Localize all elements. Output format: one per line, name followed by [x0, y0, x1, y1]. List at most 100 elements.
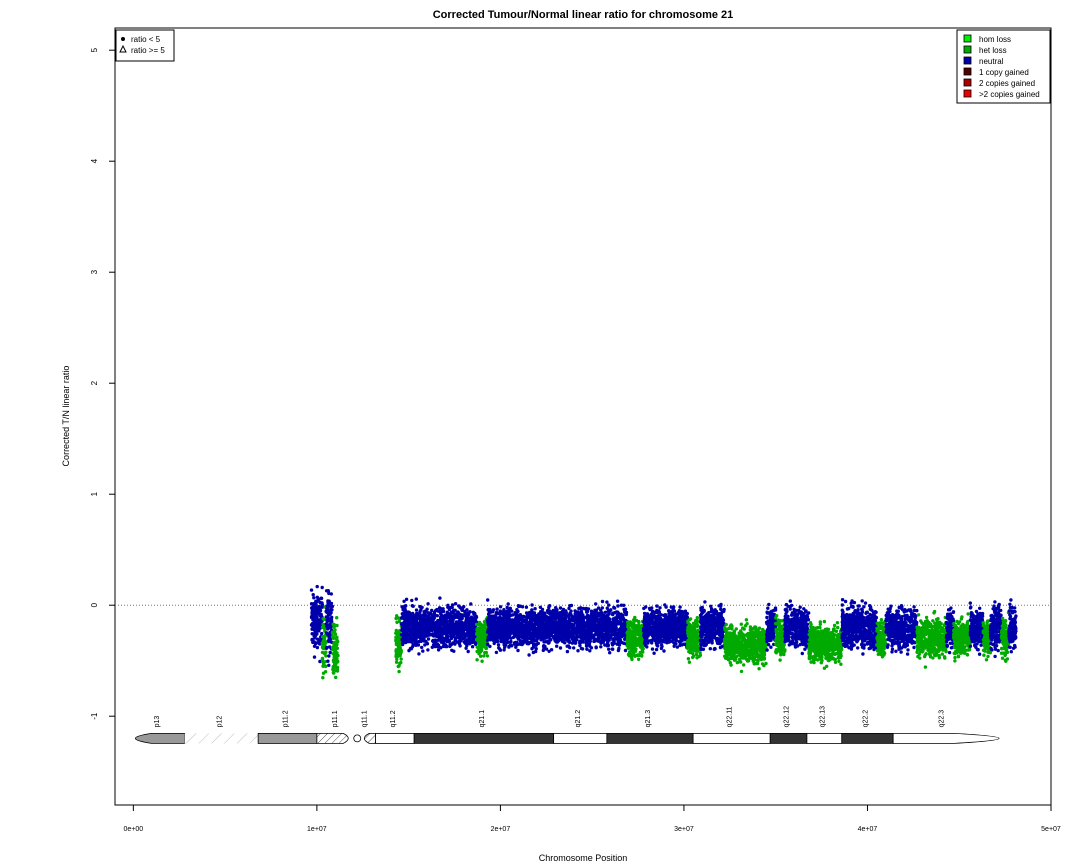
data-point [404, 597, 409, 601]
data-point [457, 642, 462, 646]
data-point [441, 619, 445, 624]
data-point [325, 645, 329, 650]
data-point [576, 649, 580, 653]
data-point [436, 648, 441, 652]
data-point [513, 632, 518, 637]
data-point [417, 652, 421, 656]
data-point [561, 636, 566, 640]
data-point [396, 653, 400, 658]
data-point [530, 603, 534, 607]
data-point [661, 639, 665, 644]
data-point [419, 637, 424, 642]
data-point [408, 635, 413, 639]
data-point [334, 659, 338, 664]
data-point [311, 605, 315, 609]
data-point [486, 598, 490, 602]
data-point [689, 648, 693, 653]
data-point [619, 640, 623, 644]
data-point [626, 630, 630, 634]
data-point [558, 606, 563, 610]
data-point [548, 624, 552, 628]
data-point [503, 627, 507, 631]
data-point [644, 605, 648, 609]
data-point [451, 621, 455, 625]
data-point [544, 623, 549, 628]
data-point [434, 634, 439, 638]
data-point [594, 611, 598, 615]
data-point [650, 612, 654, 616]
data-point [586, 607, 591, 611]
data-point [320, 642, 325, 646]
data-point [586, 619, 590, 624]
data-point [529, 632, 533, 636]
data-point [562, 620, 566, 625]
data-point [403, 614, 407, 619]
data-point [548, 638, 553, 642]
data-point [317, 638, 321, 642]
data-point [412, 621, 417, 625]
data-point [532, 611, 537, 615]
data-point [637, 619, 641, 624]
data-point [521, 624, 525, 628]
data-point [690, 629, 694, 633]
data-point [604, 630, 608, 634]
data-point [405, 612, 409, 616]
data-point [469, 602, 473, 606]
data-point [420, 645, 424, 650]
data-point [616, 621, 620, 625]
data-point [332, 671, 336, 675]
data-point [395, 642, 399, 646]
data-point [718, 645, 723, 650]
data-point [518, 639, 523, 643]
data-point [420, 619, 424, 623]
data-point [486, 629, 490, 633]
data-point [527, 621, 531, 625]
data-point [575, 629, 579, 634]
data-point [670, 617, 674, 622]
data-point [438, 623, 442, 627]
data-point [509, 627, 513, 631]
data-point [530, 615, 534, 619]
data-point [611, 617, 615, 621]
data-point [309, 588, 314, 592]
data-point [601, 619, 605, 623]
data-point [464, 632, 469, 636]
data-point [678, 643, 682, 648]
data-point [314, 606, 318, 611]
data-point [485, 638, 490, 642]
data-point [450, 603, 455, 607]
data-point [452, 649, 456, 653]
data-point [524, 636, 528, 641]
data-point [539, 637, 543, 641]
x-tick-label: 2e+07 [491, 826, 511, 833]
data-point [320, 650, 325, 655]
data-point [646, 623, 650, 627]
x-axis: 0e+00 1e+07 2e+07 3e+07 4e+07 5e+07 [124, 804, 1061, 833]
data-point [394, 649, 398, 653]
data-point [616, 648, 621, 653]
data-point [492, 619, 496, 623]
data-point [515, 608, 519, 612]
data-point [712, 620, 716, 624]
data-point [423, 634, 428, 638]
data-point [670, 632, 674, 636]
data-point [465, 608, 469, 612]
data-point [334, 655, 339, 659]
data-point [615, 642, 619, 646]
data-point [686, 626, 690, 631]
data-point [580, 647, 585, 651]
data-point [534, 615, 538, 620]
data-point [501, 636, 506, 640]
data-point [681, 612, 685, 616]
data-point [499, 625, 504, 630]
data-point [415, 630, 419, 634]
data-point [459, 620, 464, 624]
data-point [324, 622, 328, 626]
data-point [418, 610, 422, 614]
data-point [543, 617, 547, 621]
data-point [325, 625, 329, 629]
data-point [310, 608, 314, 612]
data-point [398, 646, 402, 650]
data-point [567, 640, 572, 645]
data-point [405, 639, 410, 644]
